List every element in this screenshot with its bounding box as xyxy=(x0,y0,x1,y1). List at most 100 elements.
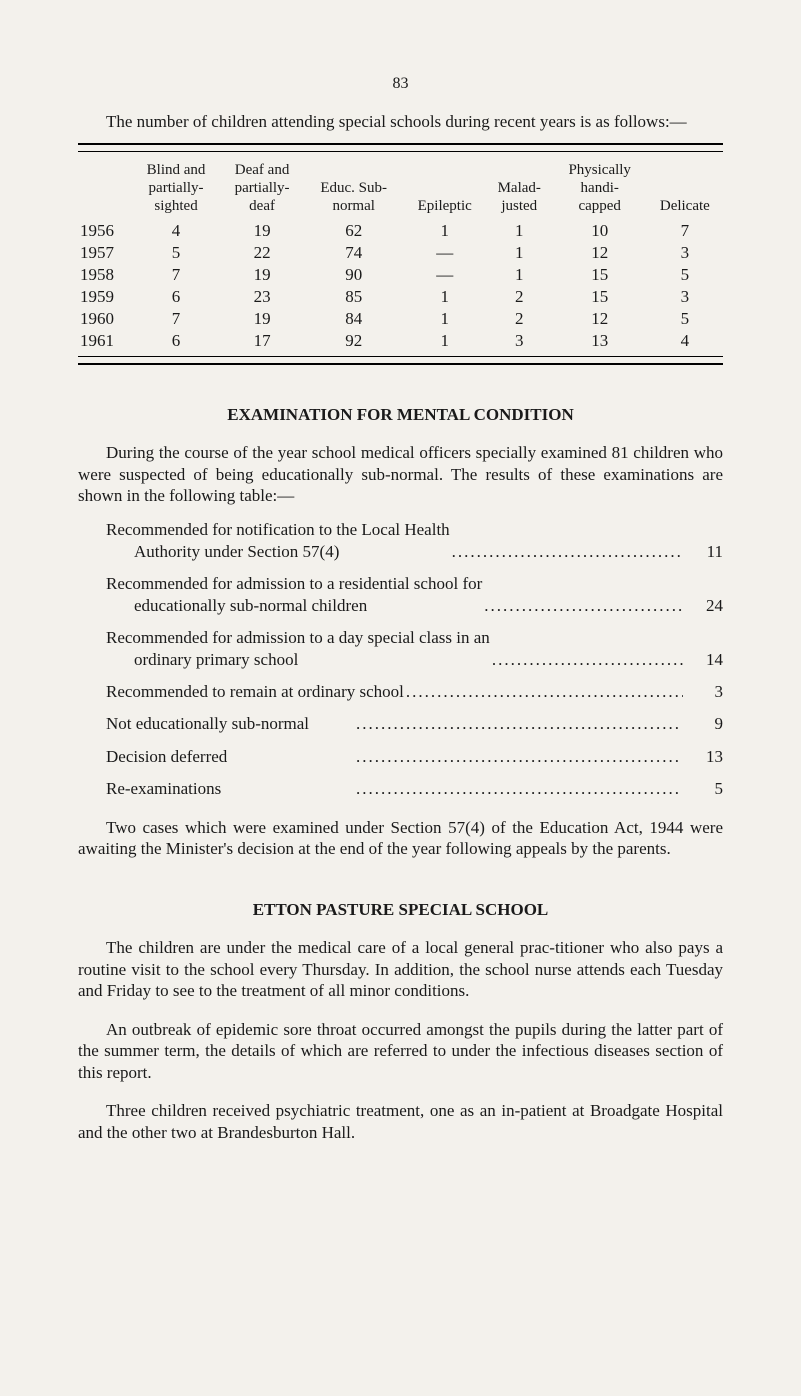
cell: 19 xyxy=(220,264,303,286)
leader-dots: ........................................… xyxy=(482,595,683,617)
list-item: Not educationally sub-normal ...........… xyxy=(106,713,723,735)
table-row: 1958 7 19 90 — 1 15 5 xyxy=(78,264,723,286)
list-item: Recommended for admission to a residenti… xyxy=(106,573,723,617)
list-item: Re-examinations ........................… xyxy=(106,778,723,800)
cell: 90 xyxy=(304,264,404,286)
cell: 62 xyxy=(304,220,404,242)
table-row: 1957 5 22 74 — 1 12 3 xyxy=(78,242,723,264)
cell: 1 xyxy=(404,286,486,308)
exam-intro-paragraph: During the course of the year school med… xyxy=(78,442,723,507)
etton-paragraph-1: The children are under the medical care … xyxy=(78,937,723,1002)
cell: 15 xyxy=(553,264,647,286)
cell: 74 xyxy=(304,242,404,264)
cell: 84 xyxy=(304,308,404,330)
col-blind: Blind and partially- sighted xyxy=(132,156,221,220)
cell: 1 xyxy=(486,264,553,286)
col-deaf: Deaf and partially- deaf xyxy=(220,156,303,220)
cell: 1 xyxy=(404,330,486,352)
list-item-label: Recommended for notification to the Loca… xyxy=(106,519,450,563)
exam-closing-paragraph: Two cases which were examined under Sect… xyxy=(78,817,723,860)
cell: — xyxy=(404,242,486,264)
list-item-value: 14 xyxy=(683,649,723,671)
leader-dots: ........................................… xyxy=(227,746,683,768)
cell: 19 xyxy=(220,220,303,242)
table-top-rule xyxy=(78,151,723,152)
cell: — xyxy=(404,264,486,286)
list-item: Recommended for admission to a day speci… xyxy=(106,627,723,671)
cell: 5 xyxy=(132,242,221,264)
cell: 3 xyxy=(486,330,553,352)
cell: 92 xyxy=(304,330,404,352)
col-year xyxy=(78,156,132,220)
list-item-value: 9 xyxy=(683,713,723,735)
cell: 2 xyxy=(486,308,553,330)
page-number: 83 xyxy=(78,75,723,93)
leader-dots: ........................................… xyxy=(309,713,683,735)
cell: 10 xyxy=(553,220,647,242)
special-schools-table: Blind and partially- sighted Deaf and pa… xyxy=(78,156,723,352)
cell: 13 xyxy=(553,330,647,352)
leader-dots: ........................................… xyxy=(404,681,683,703)
exam-heading: EXAMINATION FOR MENTAL CONDITION xyxy=(78,405,723,425)
cell-year: 1961 xyxy=(78,330,132,352)
list-item-label: Re-examinations xyxy=(106,778,221,800)
list-item-value: 3 xyxy=(683,681,723,703)
leader-dots: ........................................… xyxy=(450,541,683,563)
intro-paragraph: The number of children attending special… xyxy=(78,111,723,133)
table-row: 1956 4 19 62 1 1 10 7 xyxy=(78,220,723,242)
leader-dots: ........................................… xyxy=(221,778,683,800)
list-item-label: Recommended for admission to a residenti… xyxy=(106,573,482,617)
special-schools-table-wrapper: Blind and partially- sighted Deaf and pa… xyxy=(78,143,723,365)
list-item: Recommended to remain at ordinary school… xyxy=(106,681,723,703)
col-maladjusted: Malad- justed xyxy=(486,156,553,220)
etton-paragraph-3: Three children received psychiatric trea… xyxy=(78,1100,723,1143)
cell: 7 xyxy=(132,308,221,330)
cell: 3 xyxy=(647,286,723,308)
cell: 2 xyxy=(486,286,553,308)
cell: 23 xyxy=(220,286,303,308)
list-item-label: Decision deferred xyxy=(106,746,227,768)
cell: 4 xyxy=(647,330,723,352)
cell: 19 xyxy=(220,308,303,330)
cell: 5 xyxy=(647,308,723,330)
cell-year: 1960 xyxy=(78,308,132,330)
table-header-row: Blind and partially- sighted Deaf and pa… xyxy=(78,156,723,220)
page: 83 The number of children attending spec… xyxy=(0,0,801,1216)
cell: 1 xyxy=(486,220,553,242)
leader-dots: ........................................… xyxy=(490,649,683,671)
cell-year: 1956 xyxy=(78,220,132,242)
list-item-value: 5 xyxy=(683,778,723,800)
cell: 3 xyxy=(647,242,723,264)
etton-heading: ETTON PASTURE SPECIAL SCHOOL xyxy=(78,900,723,920)
table-row: 1959 6 23 85 1 2 15 3 xyxy=(78,286,723,308)
list-item: Recommended for notification to the Loca… xyxy=(106,519,723,563)
cell: 12 xyxy=(553,242,647,264)
list-item-label: Recommended to remain at ordinary school xyxy=(106,681,404,703)
list-item-value: 11 xyxy=(683,541,723,563)
cell-year: 1958 xyxy=(78,264,132,286)
etton-paragraph-2: An outbreak of epidemic sore throat occu… xyxy=(78,1019,723,1084)
cell: 85 xyxy=(304,286,404,308)
cell: 5 xyxy=(647,264,723,286)
col-epileptic: Epileptic xyxy=(404,156,486,220)
list-item-value: 24 xyxy=(683,595,723,617)
list-item-label: Not educationally sub-normal xyxy=(106,713,309,735)
list-item-value: 13 xyxy=(683,746,723,768)
list-item: Decision deferred ......................… xyxy=(106,746,723,768)
cell: 17 xyxy=(220,330,303,352)
table-body: 1956 4 19 62 1 1 10 7 1957 5 22 74 — 1 1… xyxy=(78,220,723,352)
list-item-label: Recommended for admission to a day speci… xyxy=(106,627,490,671)
col-handicapped: Physically handi- capped xyxy=(553,156,647,220)
cell: 1 xyxy=(404,220,486,242)
cell: 6 xyxy=(132,286,221,308)
cell: 6 xyxy=(132,330,221,352)
cell: 4 xyxy=(132,220,221,242)
cell-year: 1957 xyxy=(78,242,132,264)
cell: 7 xyxy=(132,264,221,286)
cell: 1 xyxy=(486,242,553,264)
cell: 12 xyxy=(553,308,647,330)
cell-year: 1959 xyxy=(78,286,132,308)
col-subnormal: Educ. Sub- normal xyxy=(304,156,404,220)
exam-results-list: Recommended for notification to the Loca… xyxy=(78,519,723,800)
cell: 1 xyxy=(404,308,486,330)
